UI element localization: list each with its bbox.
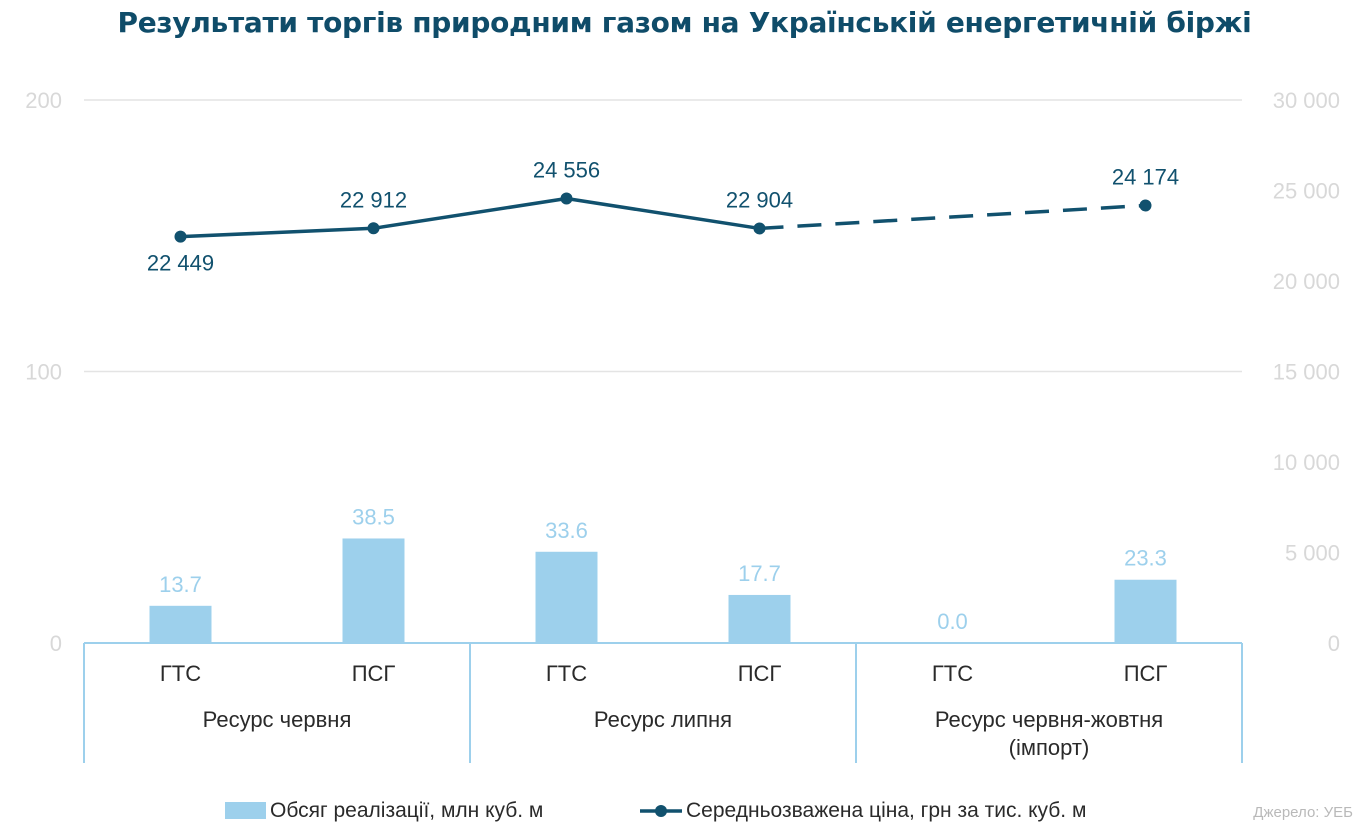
bar bbox=[535, 551, 598, 643]
y-right-tick-label: 0 bbox=[1328, 631, 1340, 656]
legend-bar-label: Обсяг реалізації, млн куб. м bbox=[270, 799, 544, 822]
bar-value-label: 0.0 bbox=[937, 609, 968, 634]
y-left-tick-label: 0 bbox=[50, 631, 62, 656]
x-category-label: ПСГ bbox=[1124, 661, 1168, 686]
source-note: Джерело: УЕБ bbox=[1253, 804, 1353, 821]
price-value-label: 24 174 bbox=[1112, 164, 1179, 189]
price-point bbox=[753, 222, 766, 235]
price-line-segment bbox=[180, 226, 374, 239]
bar-value-label: 23.3 bbox=[1124, 546, 1167, 571]
price-point bbox=[1139, 199, 1152, 212]
price-point bbox=[560, 192, 573, 205]
y-right-tick-label: 20 000 bbox=[1273, 269, 1340, 294]
data-labels: 13.7 38.5 33.6 17.7 0.0 23.3 22 449 22 912 24 55… bbox=[147, 158, 1179, 634]
bar bbox=[149, 605, 212, 643]
bar bbox=[1114, 579, 1177, 643]
bar bbox=[728, 594, 791, 643]
x-group-label: Ресурс липня bbox=[594, 707, 732, 732]
legend-line-marker bbox=[655, 805, 667, 817]
x-category-label: ГТС bbox=[546, 661, 587, 686]
x-group-label: Ресурс червня bbox=[203, 707, 352, 732]
price-line-segment bbox=[566, 196, 760, 231]
x-group-label: Ресурс червня-жовтня bbox=[935, 707, 1163, 732]
x-category-label: ПСГ bbox=[352, 661, 396, 686]
chart-title: Результати торгів природним газом на Укр… bbox=[117, 6, 1252, 39]
x-category-label: ГТС bbox=[160, 661, 201, 686]
y-right-tick-label: 15 000 bbox=[1273, 360, 1340, 385]
price-value-label: 22 904 bbox=[726, 187, 793, 212]
x-group-label: (імпорт) bbox=[1009, 735, 1090, 760]
y-right-tick-label: 25 000 bbox=[1273, 179, 1340, 204]
y-left-tick-label: 100 bbox=[25, 360, 62, 385]
legend-line-label: Середньозважена ціна, грн за тис. куб. м bbox=[686, 799, 1087, 822]
bar-value-label: 38.5 bbox=[352, 504, 395, 529]
y-right-tick-label: 10 000 bbox=[1273, 450, 1340, 475]
y-left-tick-label: 200 bbox=[25, 88, 62, 113]
price-value-label: 22 449 bbox=[147, 251, 214, 276]
y-right-tick-label: 5 000 bbox=[1285, 541, 1340, 566]
legend-bar-swatch bbox=[225, 802, 266, 819]
bar-value-label: 33.6 bbox=[545, 518, 588, 543]
price-line-segment bbox=[373, 196, 567, 231]
bars bbox=[149, 538, 1177, 643]
price-line-segment-dashed bbox=[759, 203, 1146, 231]
bar bbox=[342, 538, 405, 643]
bar-value-label: 13.7 bbox=[159, 572, 202, 597]
x-category-label: ГТС bbox=[932, 661, 973, 686]
price-point bbox=[367, 222, 380, 235]
y-right-tick-label: 30 000 bbox=[1273, 88, 1340, 113]
price-line bbox=[174, 192, 1152, 243]
y-tick-labels: 0 100 200 0 5 000 10 000 15 000 20 000 25 000 30 … bbox=[25, 88, 1340, 656]
grid-lines bbox=[84, 99, 1242, 373]
price-point bbox=[174, 230, 187, 243]
legend-swatches bbox=[225, 802, 682, 819]
x-category-label: ПСГ bbox=[738, 661, 782, 686]
price-value-label: 22 912 bbox=[340, 187, 407, 212]
bar-value-label: 17.7 bbox=[738, 561, 781, 586]
price-value-label: 24 556 bbox=[533, 158, 600, 183]
